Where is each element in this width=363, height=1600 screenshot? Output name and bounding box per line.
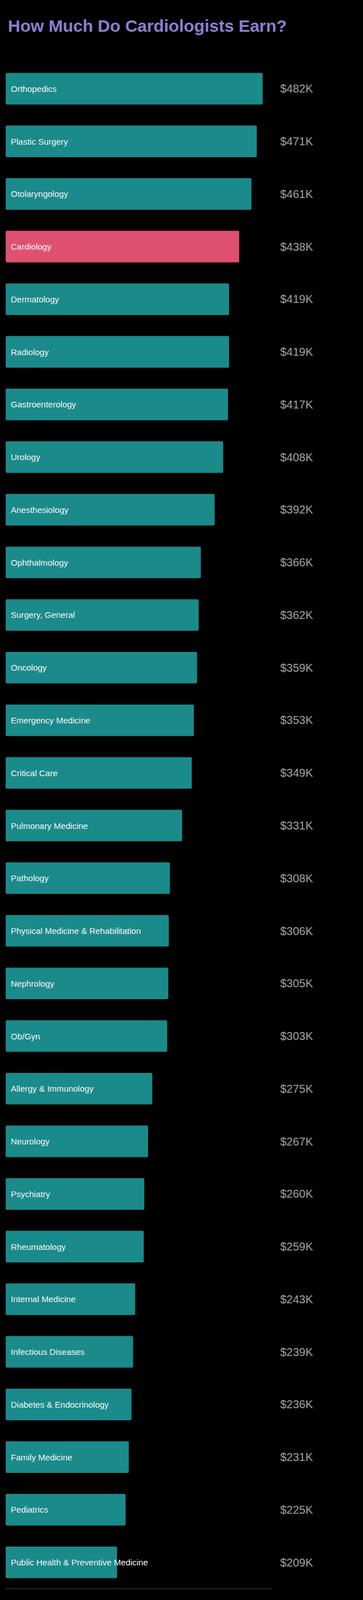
category-label: Critical Care <box>10 767 58 778</box>
bar <box>5 1388 132 1421</box>
category-label: Diabetes & Endocrinology <box>10 1399 109 1409</box>
category-label: Pathology <box>10 872 49 883</box>
value-label: $408K <box>280 450 314 464</box>
bar <box>5 1177 145 1210</box>
bar <box>5 704 194 737</box>
bar <box>5 178 252 210</box>
category-label: Oncology <box>10 662 48 673</box>
category-label: Pulmonary Medicine <box>10 820 88 831</box>
value-label: $303K <box>280 1029 314 1042</box>
bar <box>5 756 192 789</box>
bars <box>5 73 263 1578</box>
bar <box>5 73 263 105</box>
labels: Orthopedics $482K Plastic Surgery $471K Otol… <box>10 82 314 1568</box>
value-label: $461K <box>280 187 314 201</box>
category-label: Rheumatology <box>10 1241 66 1252</box>
background <box>0 0 363 1600</box>
category-label: Radiology <box>10 347 49 357</box>
bar <box>5 388 229 421</box>
bar <box>5 1493 126 1526</box>
category-label: Psychiatry <box>10 1188 51 1199</box>
bar <box>5 1072 153 1105</box>
bar <box>5 125 257 158</box>
value-label: $353K <box>280 713 314 726</box>
category-label: Orthopedics <box>10 83 57 94</box>
value-label: $267K <box>280 1134 314 1148</box>
value-label: $417K <box>280 398 314 411</box>
bar <box>5 967 169 999</box>
value-label: $225K <box>280 1503 314 1516</box>
bar <box>5 441 224 474</box>
category-label: Internal Medicine <box>10 1293 76 1304</box>
value-label: $275K <box>280 1082 314 1095</box>
value-label: $260K <box>280 1187 314 1200</box>
category-label: Gastroenterology <box>10 399 77 409</box>
value-label: $392K <box>280 503 314 516</box>
category-label: Neurology <box>10 1136 50 1146</box>
bar <box>5 546 201 578</box>
category-label: Ob/Gyn <box>10 1031 41 1041</box>
bar <box>5 862 171 894</box>
category-label: Family Medicine <box>10 1452 73 1462</box>
bar <box>5 1125 149 1158</box>
category-label: Physical Medicine & Rehabilitation <box>10 925 141 936</box>
value-label: $305K <box>280 976 314 990</box>
bar <box>5 598 199 631</box>
bar <box>5 283 230 316</box>
value-label: $306K <box>280 924 314 937</box>
value-label: $471K <box>280 134 314 148</box>
value-label: $308K <box>280 871 314 885</box>
value-label: $359K <box>280 661 314 674</box>
category-label: Public Health & Preventive Medicine <box>10 1556 149 1567</box>
chart: How Much Do Cardiologists Earn? Orthopedi… <box>0 0 363 1600</box>
bar <box>5 914 170 947</box>
value-label: $482K <box>280 82 314 95</box>
category-label: Infectious Diseases <box>10 1346 85 1357</box>
value-label: $438K <box>280 240 314 253</box>
bar <box>5 335 230 368</box>
bar <box>5 809 183 842</box>
category-label: Otolaryngology <box>10 188 69 199</box>
category-label: Surgery, General <box>10 609 75 620</box>
category-label: Urology <box>10 452 41 462</box>
category-label: Pediatrics <box>10 1504 49 1514</box>
title: How Much Do Cardiologists Earn? <box>7 16 287 36</box>
value-label: $243K <box>280 1292 314 1306</box>
bar <box>5 1282 135 1315</box>
value-label: $231K <box>280 1450 314 1463</box>
value-label: $349K <box>280 766 314 779</box>
value-label: $259K <box>280 1239 314 1253</box>
x-axis-line <box>5 1588 273 1589</box>
category-label: Nephrology <box>10 978 55 989</box>
category-label: Emergency Medicine <box>10 715 91 725</box>
value-label: $362K <box>280 608 314 622</box>
value-label: $419K <box>280 292 314 306</box>
bar <box>5 1440 129 1473</box>
value-label: $239K <box>280 1345 314 1358</box>
value-label: $366K <box>280 555 314 569</box>
category-label: Cardiology <box>10 241 52 252</box>
category-label: Allergy & Immunology <box>10 1083 94 1093</box>
category-label: Dermatology <box>10 294 60 305</box>
category-label: Ophthalmology <box>10 557 69 568</box>
bar <box>5 494 215 526</box>
bar <box>5 1335 134 1368</box>
value-label: $209K <box>280 1555 314 1569</box>
bar <box>5 1230 144 1262</box>
category-label: Anesthesiology <box>10 504 69 515</box>
bar <box>5 230 240 263</box>
value-label: $419K <box>280 345 314 358</box>
value-label: $236K <box>280 1397 314 1411</box>
bar <box>5 1019 168 1052</box>
category-label: Plastic Surgery <box>10 136 69 147</box>
value-label: $331K <box>280 819 314 832</box>
bar <box>5 651 197 684</box>
